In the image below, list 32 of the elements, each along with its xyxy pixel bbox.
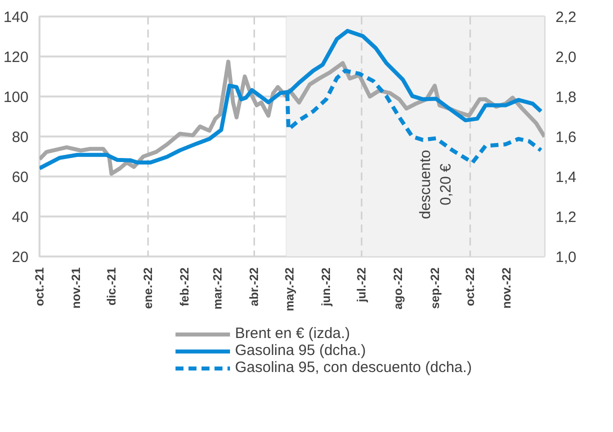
y2-tick-label: 2,0 [556,49,576,66]
x-tick-label: ago.-22 [391,267,406,310]
y-tick-label: 60 [12,169,29,186]
y-tick-label: 100 [3,89,29,106]
x-tick-label: abr.-22 [247,267,262,306]
x-tick-label: ene.-22 [141,267,156,309]
legend-label: Gasolina 95, con descuento (dcha.) [235,359,472,376]
x-tick-label: nov.-21 [69,267,84,309]
y2-tick-label: 1,6 [556,129,576,146]
y2-tick-label: 1,2 [556,209,576,226]
x-tick-label: oct.-21 [32,267,46,306]
y-tick-label: 120 [3,49,29,66]
x-tick-label: may.-22 [282,267,297,312]
y-tick-label: 20 [12,249,29,266]
x-tick-label: dic.-21 [104,267,118,306]
y-tick-label: 140 [3,9,29,26]
legend-label: Gasolina 95 (dcha.) [235,342,366,359]
x-tick-label: mar.-22 [210,267,225,310]
y-tick-label: 40 [12,209,29,226]
x-tick-label: oct.-22 [463,267,478,306]
annotation: descuento 0,20 € [417,150,455,220]
x-tick-label: nov.-22 [500,267,514,309]
x-tick-label: sep.-22 [428,267,442,309]
x-tick-label: jul.-22 [354,267,369,304]
x-tick-label: jun.-22 [319,267,334,308]
y-tick-label: 80 [12,129,29,146]
y2-tick-label: 1,0 [556,249,576,266]
y2-tick-label: 2,2 [556,9,576,26]
x-tick-label: feb.-22 [178,267,192,306]
y2-tick-label: 1,4 [556,169,576,186]
y2-tick-label: 1,8 [556,89,576,106]
legend-label: Brent en € (izda.) [235,325,350,342]
